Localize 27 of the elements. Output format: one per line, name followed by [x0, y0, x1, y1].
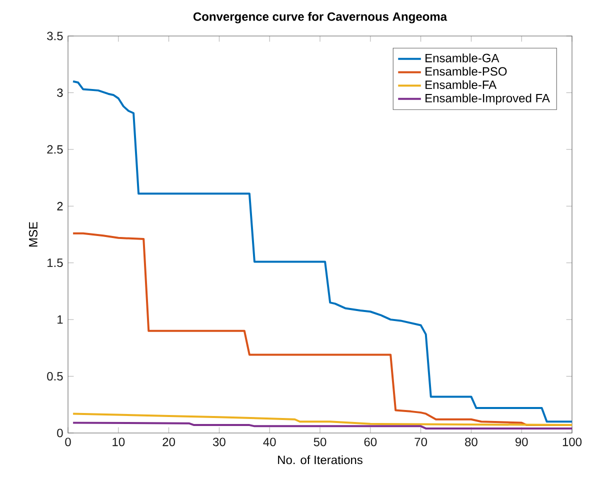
legend-label: Ensamble-FA: [426, 80, 497, 90]
x-tick-label: 40: [263, 438, 276, 446]
y-tick-label: 3: [57, 88, 63, 97]
y-tick-label: 1.5: [48, 258, 63, 268]
y-tick-label: 2.5: [47, 145, 63, 154]
y-tick-label: 0.5: [47, 372, 63, 381]
x-tick-label: 0: [65, 438, 71, 446]
x-tick-label: 20: [162, 438, 176, 446]
x-tick-label: 60: [364, 438, 377, 446]
y-tick-label: 2: [57, 202, 63, 210]
y-tick-label: 3.5: [47, 32, 63, 40]
line-series: [72, 412, 572, 426]
x-tick-label: 100: [562, 438, 582, 446]
x-tick-label: 10: [112, 438, 125, 446]
y-tick-label: 1: [58, 315, 63, 324]
x-tick-label: 30: [212, 438, 226, 446]
chart-title: Convergence curve for Cavernous Angeoma: [193, 12, 448, 24]
y-tick-label: 0: [57, 428, 63, 438]
legend-label: Ensamble-PSO: [426, 66, 507, 76]
x-tick-label: 50: [314, 438, 326, 446]
legend-label: Ensamble-GA: [426, 54, 500, 62]
legend-label: Ensamble-Improved FA: [426, 94, 550, 105]
x-tick-label: 70: [414, 438, 428, 446]
x-axis-title: No. of Iterations: [278, 455, 362, 464]
y-axis-title: MSE: [28, 222, 38, 247]
x-tick-label: 90: [515, 438, 528, 446]
x-tick-label: 80: [465, 438, 478, 446]
